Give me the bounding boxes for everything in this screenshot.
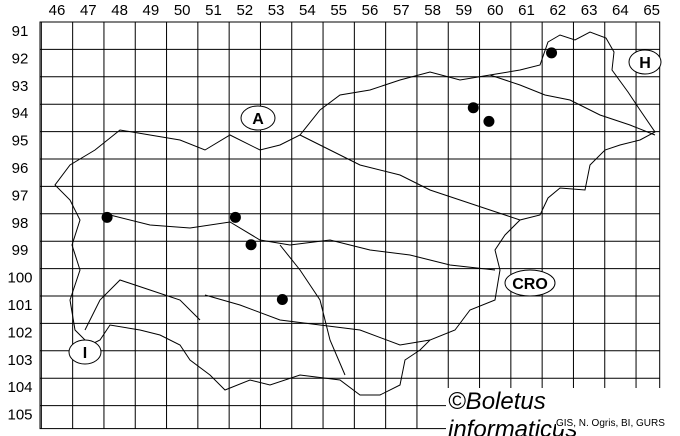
row-label: 94 (12, 105, 29, 122)
column-label: 51 (205, 2, 222, 19)
column-label: 57 (393, 2, 410, 19)
column-label: 50 (174, 2, 191, 19)
column-label: 63 (581, 2, 598, 19)
row-label: 104 (7, 379, 32, 396)
river (299, 134, 521, 221)
row-label: 101 (7, 297, 32, 314)
record-point (229, 211, 241, 223)
river (489, 74, 656, 136)
country-border (54, 31, 656, 396)
record-point (483, 115, 495, 127)
row-label: 100 (7, 270, 32, 287)
row-label: 95 (12, 133, 29, 150)
column-label: 49 (143, 2, 160, 19)
column-label: 53 (268, 2, 285, 19)
column-label: 59 (456, 2, 473, 19)
grid-frame (39, 21, 661, 430)
row-label: 91 (12, 23, 29, 40)
column-label: 61 (518, 2, 535, 19)
river (109, 214, 496, 271)
country-label-bubble (68, 339, 102, 365)
slovenia-border (54, 31, 656, 396)
river (279, 244, 346, 376)
record-points (101, 47, 558, 306)
column-label: 56 (362, 2, 379, 19)
country-label-italy: I (83, 345, 87, 362)
row-label: 102 (7, 324, 32, 341)
country-labels: A H CRO I (68, 49, 662, 365)
row-label: 97 (12, 187, 29, 204)
column-label: 47 (80, 2, 97, 19)
country-label-bubble (504, 269, 556, 297)
row-label: 98 (12, 215, 29, 232)
grid (39, 21, 661, 430)
column-label: 65 (643, 2, 660, 19)
row-label: 96 (12, 160, 29, 177)
column-label: 52 (236, 2, 253, 19)
record-point (467, 102, 479, 114)
record-point (276, 294, 288, 306)
country-label-croatia: CRO (512, 276, 548, 293)
country-label-bubble (240, 105, 276, 131)
record-point (546, 47, 558, 59)
column-label: 54 (299, 2, 316, 19)
country-label-hungary: H (639, 55, 651, 72)
column-label: 48 (111, 2, 128, 19)
row-label: 103 (7, 352, 32, 369)
country-label-austria: A (252, 111, 264, 128)
river (84, 279, 201, 331)
column-label: 58 (424, 2, 441, 19)
row-label: 99 (12, 242, 29, 259)
record-point (101, 211, 113, 223)
column-label: 64 (612, 2, 629, 19)
river (204, 294, 431, 346)
record-point (245, 239, 257, 251)
column-label: 60 (487, 2, 504, 19)
country-label-bubble (628, 49, 662, 75)
data-source: GIS, N. Ogris, BI, GURS (556, 418, 665, 429)
column-label: 46 (49, 2, 66, 19)
column-label: 55 (330, 2, 347, 19)
row-label: 92 (12, 50, 29, 67)
column-label: 62 (549, 2, 566, 19)
row-label: 93 (12, 78, 29, 95)
row-label: 105 (7, 407, 32, 424)
